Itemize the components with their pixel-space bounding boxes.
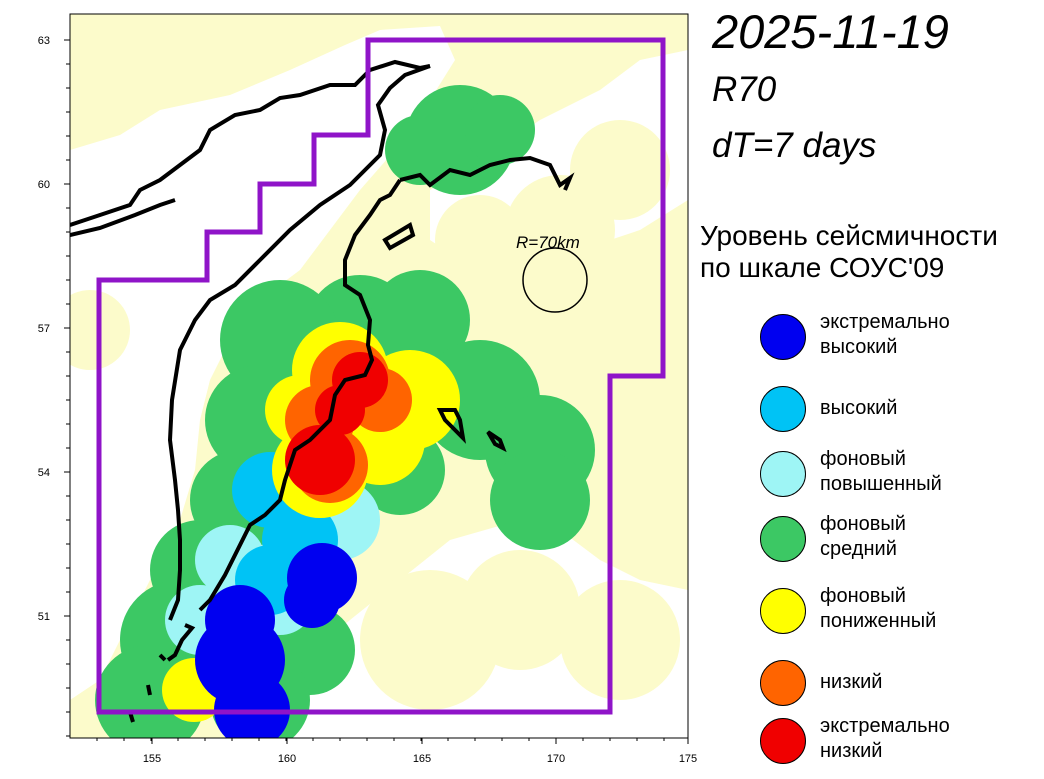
legend-item: экстремально низкий <box>760 714 1040 774</box>
legend-label: низкий <box>820 671 883 693</box>
radius-reference-circle <box>522 247 588 313</box>
y-tick-label: 57 <box>38 323 50 335</box>
legend-swatch <box>760 451 806 497</box>
x-axis: 155 160 165 170 175 <box>96 738 697 765</box>
legend-title-line1: Уровень сейсмичности <box>700 220 998 251</box>
date-title: 2025-11-19 <box>712 5 949 58</box>
x-tick-label: 175 <box>679 753 697 765</box>
legend-item: фоновый пониженный <box>760 584 1040 644</box>
land-patch <box>570 120 670 220</box>
land-patch <box>460 550 580 670</box>
legend-swatch <box>760 588 806 634</box>
zone-extremely-low <box>285 352 388 495</box>
legend-label: экстремально высокий <box>820 311 950 358</box>
y-axis: 63 60 57 54 51 <box>38 35 70 737</box>
legend-item: высокий <box>760 382 1040 442</box>
x-tick-label: 160 <box>278 753 296 765</box>
y-tick-label: 63 <box>38 35 50 47</box>
legend-label: экстремально низкий <box>820 715 950 762</box>
legend-item: низкий <box>760 656 1040 716</box>
x-tick-label: 170 <box>547 753 565 765</box>
y-tick-label: 51 <box>38 611 50 623</box>
zone-extremely-high <box>195 543 357 738</box>
legend-label: фоновый пониженный <box>820 585 937 632</box>
land-patch <box>560 580 680 700</box>
y-tick-label: 60 <box>38 179 50 191</box>
legend-swatch <box>760 314 806 360</box>
legend-item: фоновый повышенный <box>760 447 1040 507</box>
legend-swatch <box>760 516 806 562</box>
land-patch <box>70 290 130 370</box>
time-window: dT=7 days <box>712 126 877 165</box>
legend-title-line2: по шкале СОУС'09 <box>700 252 945 283</box>
observation-zone-border <box>96 37 666 715</box>
legend-item: экстремально высокий <box>760 310 1040 370</box>
legend-title: Уровень сейсмичности по шкале СОУС'09 <box>700 220 998 284</box>
land-patch <box>435 195 525 285</box>
legend-swatch <box>760 660 806 706</box>
radius-parameter: R70 <box>712 70 777 109</box>
sea-okhotsk <box>70 26 455 700</box>
coastline <box>70 59 575 723</box>
x-tick-label: 165 <box>413 753 431 765</box>
legend-label: фоновый средний <box>820 513 906 560</box>
legend-label: высокий <box>820 397 898 419</box>
radius-label: R=70km <box>516 233 580 252</box>
legend-label: фоновый повышенный <box>820 448 942 495</box>
x-tick-label: 155 <box>143 753 161 765</box>
legend-swatch <box>760 386 806 432</box>
y-tick-label: 54 <box>38 467 50 479</box>
legend-swatch <box>760 718 806 764</box>
legend-item: фоновый средний <box>760 512 1040 572</box>
